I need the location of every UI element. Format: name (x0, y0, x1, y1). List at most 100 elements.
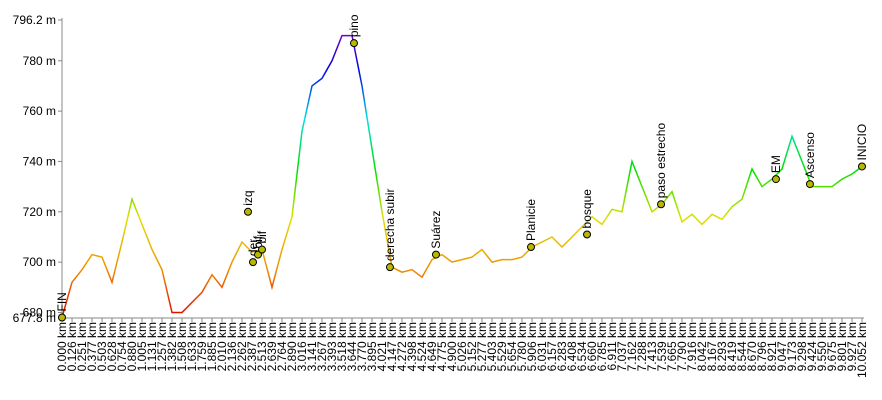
x-tick-label: 3.770 km (355, 322, 369, 371)
waypoint-label: INICIO (855, 124, 869, 161)
waypoint-label: FIN (55, 292, 69, 311)
x-tick-label: 2.764 km (275, 322, 289, 371)
x-tick-label: 7.288 km (635, 322, 649, 371)
x-tick-label: 6.660 km (585, 322, 599, 371)
x-tick-label: 4.272 km (395, 322, 409, 371)
x-tick-label: 2.010 km (215, 322, 229, 371)
x-tick-label: 1.759 km (195, 322, 209, 371)
waypoint-label: pino (347, 14, 361, 37)
x-tick-label: 0.880 km (125, 322, 139, 371)
x-tick-label: 5.654 km (505, 322, 519, 371)
x-tick-label: 4.021 km (375, 322, 389, 371)
x-tick-label: 4.524 km (415, 322, 429, 371)
x-tick-label: 9.675 km (825, 322, 839, 371)
x-tick-label: 8.796 km (755, 322, 769, 371)
x-tick-label: 8.419 km (725, 322, 739, 371)
x-tick-label: 6.911 km (605, 322, 619, 370)
waypoint-marker (527, 243, 536, 252)
x-tick-label: 7.916 km (685, 322, 699, 371)
waypoint-marker (243, 207, 252, 216)
x-tick-label: 9.298 km (795, 322, 809, 371)
x-tick-label: 4.900 km (445, 322, 459, 371)
x-tick-label: 1.257 km (155, 322, 169, 371)
x-tick-label: 3.895 km (365, 322, 379, 371)
waypoint-label: Suárez (429, 211, 443, 249)
x-tick-label: 9.424 km (805, 322, 819, 371)
waypoint-marker (58, 313, 66, 322)
x-tick-label: 2.513 km (255, 322, 269, 371)
x-tick-label: 1.005 km (135, 322, 149, 371)
x-tick-label: 8.293 km (715, 322, 729, 371)
waypoint-marker (258, 245, 266, 254)
x-tick-label: 8.921 km (765, 322, 779, 371)
y-tick-label: 760 m (23, 104, 56, 118)
waypoint-marker (771, 175, 780, 184)
x-tick-label: 8.042 km (695, 322, 709, 371)
waypoint-label: bif (255, 230, 269, 243)
x-tick-label: 2.890 km (285, 322, 299, 371)
waypoint-marker (350, 39, 359, 48)
x-tick-label: 7.539 km (655, 322, 669, 371)
waypoint-label: derecha subir (383, 188, 397, 261)
x-tick-label: 1.508 km (175, 322, 189, 371)
waypoint-marker (431, 250, 440, 259)
x-tick-label: 2.136 km (225, 322, 239, 371)
y-tick-label: 796.2 m (13, 13, 56, 27)
y-tick-label: 720 m (23, 205, 56, 219)
x-tick-label: 2.387 km (245, 322, 259, 371)
waypoint-label: Planicie (524, 199, 538, 241)
x-tick-label: 3.141 km (305, 322, 319, 371)
x-tick-label: 0.251 km (75, 322, 89, 371)
y-tick-label: 677.8 m (13, 311, 56, 325)
x-tick-label: 8.544 km (735, 322, 749, 371)
x-tick-label: 0.754 km (115, 322, 129, 371)
x-tick-label: 0.126 km (65, 322, 79, 371)
x-tick-label: 9.047 km (775, 322, 789, 371)
x-tick-label: 4.775 km (435, 322, 449, 371)
x-tick-label: 5.152 km (465, 322, 479, 371)
y-tick-label: 700 m (23, 255, 56, 269)
elevation-line (61, 34, 863, 318)
x-tick-label: 2.639 km (265, 322, 279, 371)
x-tick-label: 3.393 km (325, 322, 339, 371)
x-tick-label: 6.157 km (545, 322, 559, 371)
x-tick-label: 0.628 km (105, 322, 119, 371)
x-tick-label: 6.785 km (595, 322, 609, 371)
waypoint-marker (583, 230, 592, 239)
x-tick-label: 1.633 km (185, 322, 199, 371)
waypoint-marker (249, 258, 258, 267)
x-tick-label: 5.277 km (475, 322, 489, 371)
x-tick-label: 3.518 km (335, 322, 349, 371)
y-tick-label: 680 m (23, 305, 56, 319)
x-tick-label: 5.906 km (525, 322, 539, 371)
x-tick-label: 0.377 km (85, 322, 99, 371)
waypoint-marker (805, 180, 814, 189)
y-tick-label: 740 m (23, 154, 56, 168)
x-tick-label: 1.131 km (145, 322, 159, 371)
x-tick-label: 4.147 km (385, 322, 399, 371)
x-tick-label: 5.529 km (495, 322, 509, 371)
x-tick-label: 7.413 km (645, 322, 659, 371)
x-tick-label: 7.665 km (665, 322, 679, 371)
x-tick-label: 5.403 km (485, 322, 499, 371)
x-tick-label: 1.382 km (165, 322, 179, 371)
x-tick-label: 0.503 km (95, 322, 109, 371)
waypoint-label: EM (769, 155, 783, 173)
x-tick-label: 4.398 km (405, 322, 419, 371)
waypoint-marker (657, 200, 666, 209)
waypoint-label: bif (251, 235, 265, 248)
x-tick-label: 9.801 km (835, 322, 849, 371)
x-tick-label: 7.790 km (675, 322, 689, 371)
x-tick-label: 8.670 km (745, 322, 759, 371)
waypoint-label: Ascenso (803, 132, 817, 178)
x-tick-label: 10.052 km (855, 322, 869, 378)
x-tick-label: 6.408 km (565, 322, 579, 371)
x-tick-label: 6.031 km (535, 322, 549, 371)
x-tick-label: 4.649 km (425, 322, 439, 371)
x-tick-label: 5.780 km (515, 322, 529, 371)
waypoint-label: bosque (580, 189, 594, 229)
x-tick-label: 7.037 km (615, 322, 629, 371)
x-tick-label: 9.173 km (785, 322, 799, 371)
x-tick-label: 5.026 km (455, 322, 469, 371)
